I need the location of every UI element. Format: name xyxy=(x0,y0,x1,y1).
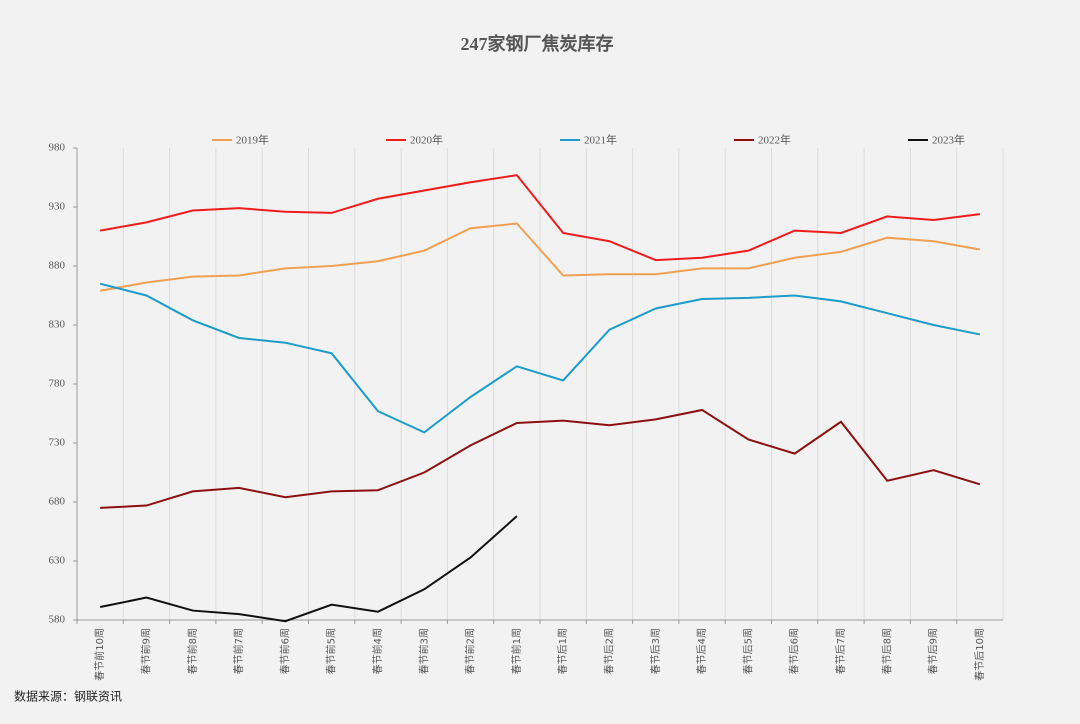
y-tick-label: 780 xyxy=(49,378,66,390)
x-tick-label: 春节前4周 xyxy=(371,628,384,674)
x-tick-label: 春节前8周 xyxy=(186,628,199,674)
x-tick-label: 春节前6周 xyxy=(278,628,291,674)
series-line xyxy=(99,222,981,292)
series-line xyxy=(99,282,981,434)
x-tick-label: 春节前1周 xyxy=(510,628,523,674)
legend-label: 2021年 xyxy=(584,133,617,147)
legend-label: 2019年 xyxy=(236,133,269,147)
y-tick-label: 680 xyxy=(49,496,66,508)
x-tick-label: 春节前3周 xyxy=(417,628,430,674)
x-tick-label: 春节前7周 xyxy=(232,628,245,674)
legend-label: 2023年 xyxy=(932,133,965,147)
source: 数据来源：钢联资讯 xyxy=(14,689,122,704)
legend-label: 2020年 xyxy=(410,133,443,147)
x-tick-label: 春节后9周 xyxy=(928,628,940,674)
x-tick-label: 春节前9周 xyxy=(139,628,152,674)
y-tick-label: 830 xyxy=(49,319,66,331)
x-tick-label: 春节后10周 xyxy=(974,628,986,681)
x-tick-label: 春节后8周 xyxy=(881,628,893,674)
x-tick-label: 春节后7周 xyxy=(835,628,847,674)
x-tick-label: 春节前2周 xyxy=(464,628,477,674)
chart-title: 247家钢厂焦炭库存 xyxy=(461,33,614,54)
y-tick-label: 580 xyxy=(49,614,66,626)
y-tick-label: 930 xyxy=(49,201,66,213)
x-tick-label: 春节后5周 xyxy=(742,628,754,674)
series-line xyxy=(100,408,981,509)
y-tick-label: 880 xyxy=(49,260,66,272)
series-line xyxy=(99,515,518,623)
x-tick-label: 春节前10周 xyxy=(93,628,106,681)
legend-label: 2022年 xyxy=(758,133,791,147)
y-tick-label: 630 xyxy=(49,555,66,567)
x-tick-label: 春节后3周 xyxy=(650,628,662,674)
series-line xyxy=(99,174,980,262)
x-tick-label: 春节后1周 xyxy=(557,628,569,674)
x-tick-label: 春节后4周 xyxy=(696,628,708,674)
x-tick-label: 春节前5周 xyxy=(325,628,338,674)
y-tick-label: 980 xyxy=(49,142,66,154)
y-tick-label: 730 xyxy=(49,437,66,449)
x-tick-label: 春节后2周 xyxy=(603,628,615,674)
x-tick-label: 春节后6周 xyxy=(789,628,801,674)
